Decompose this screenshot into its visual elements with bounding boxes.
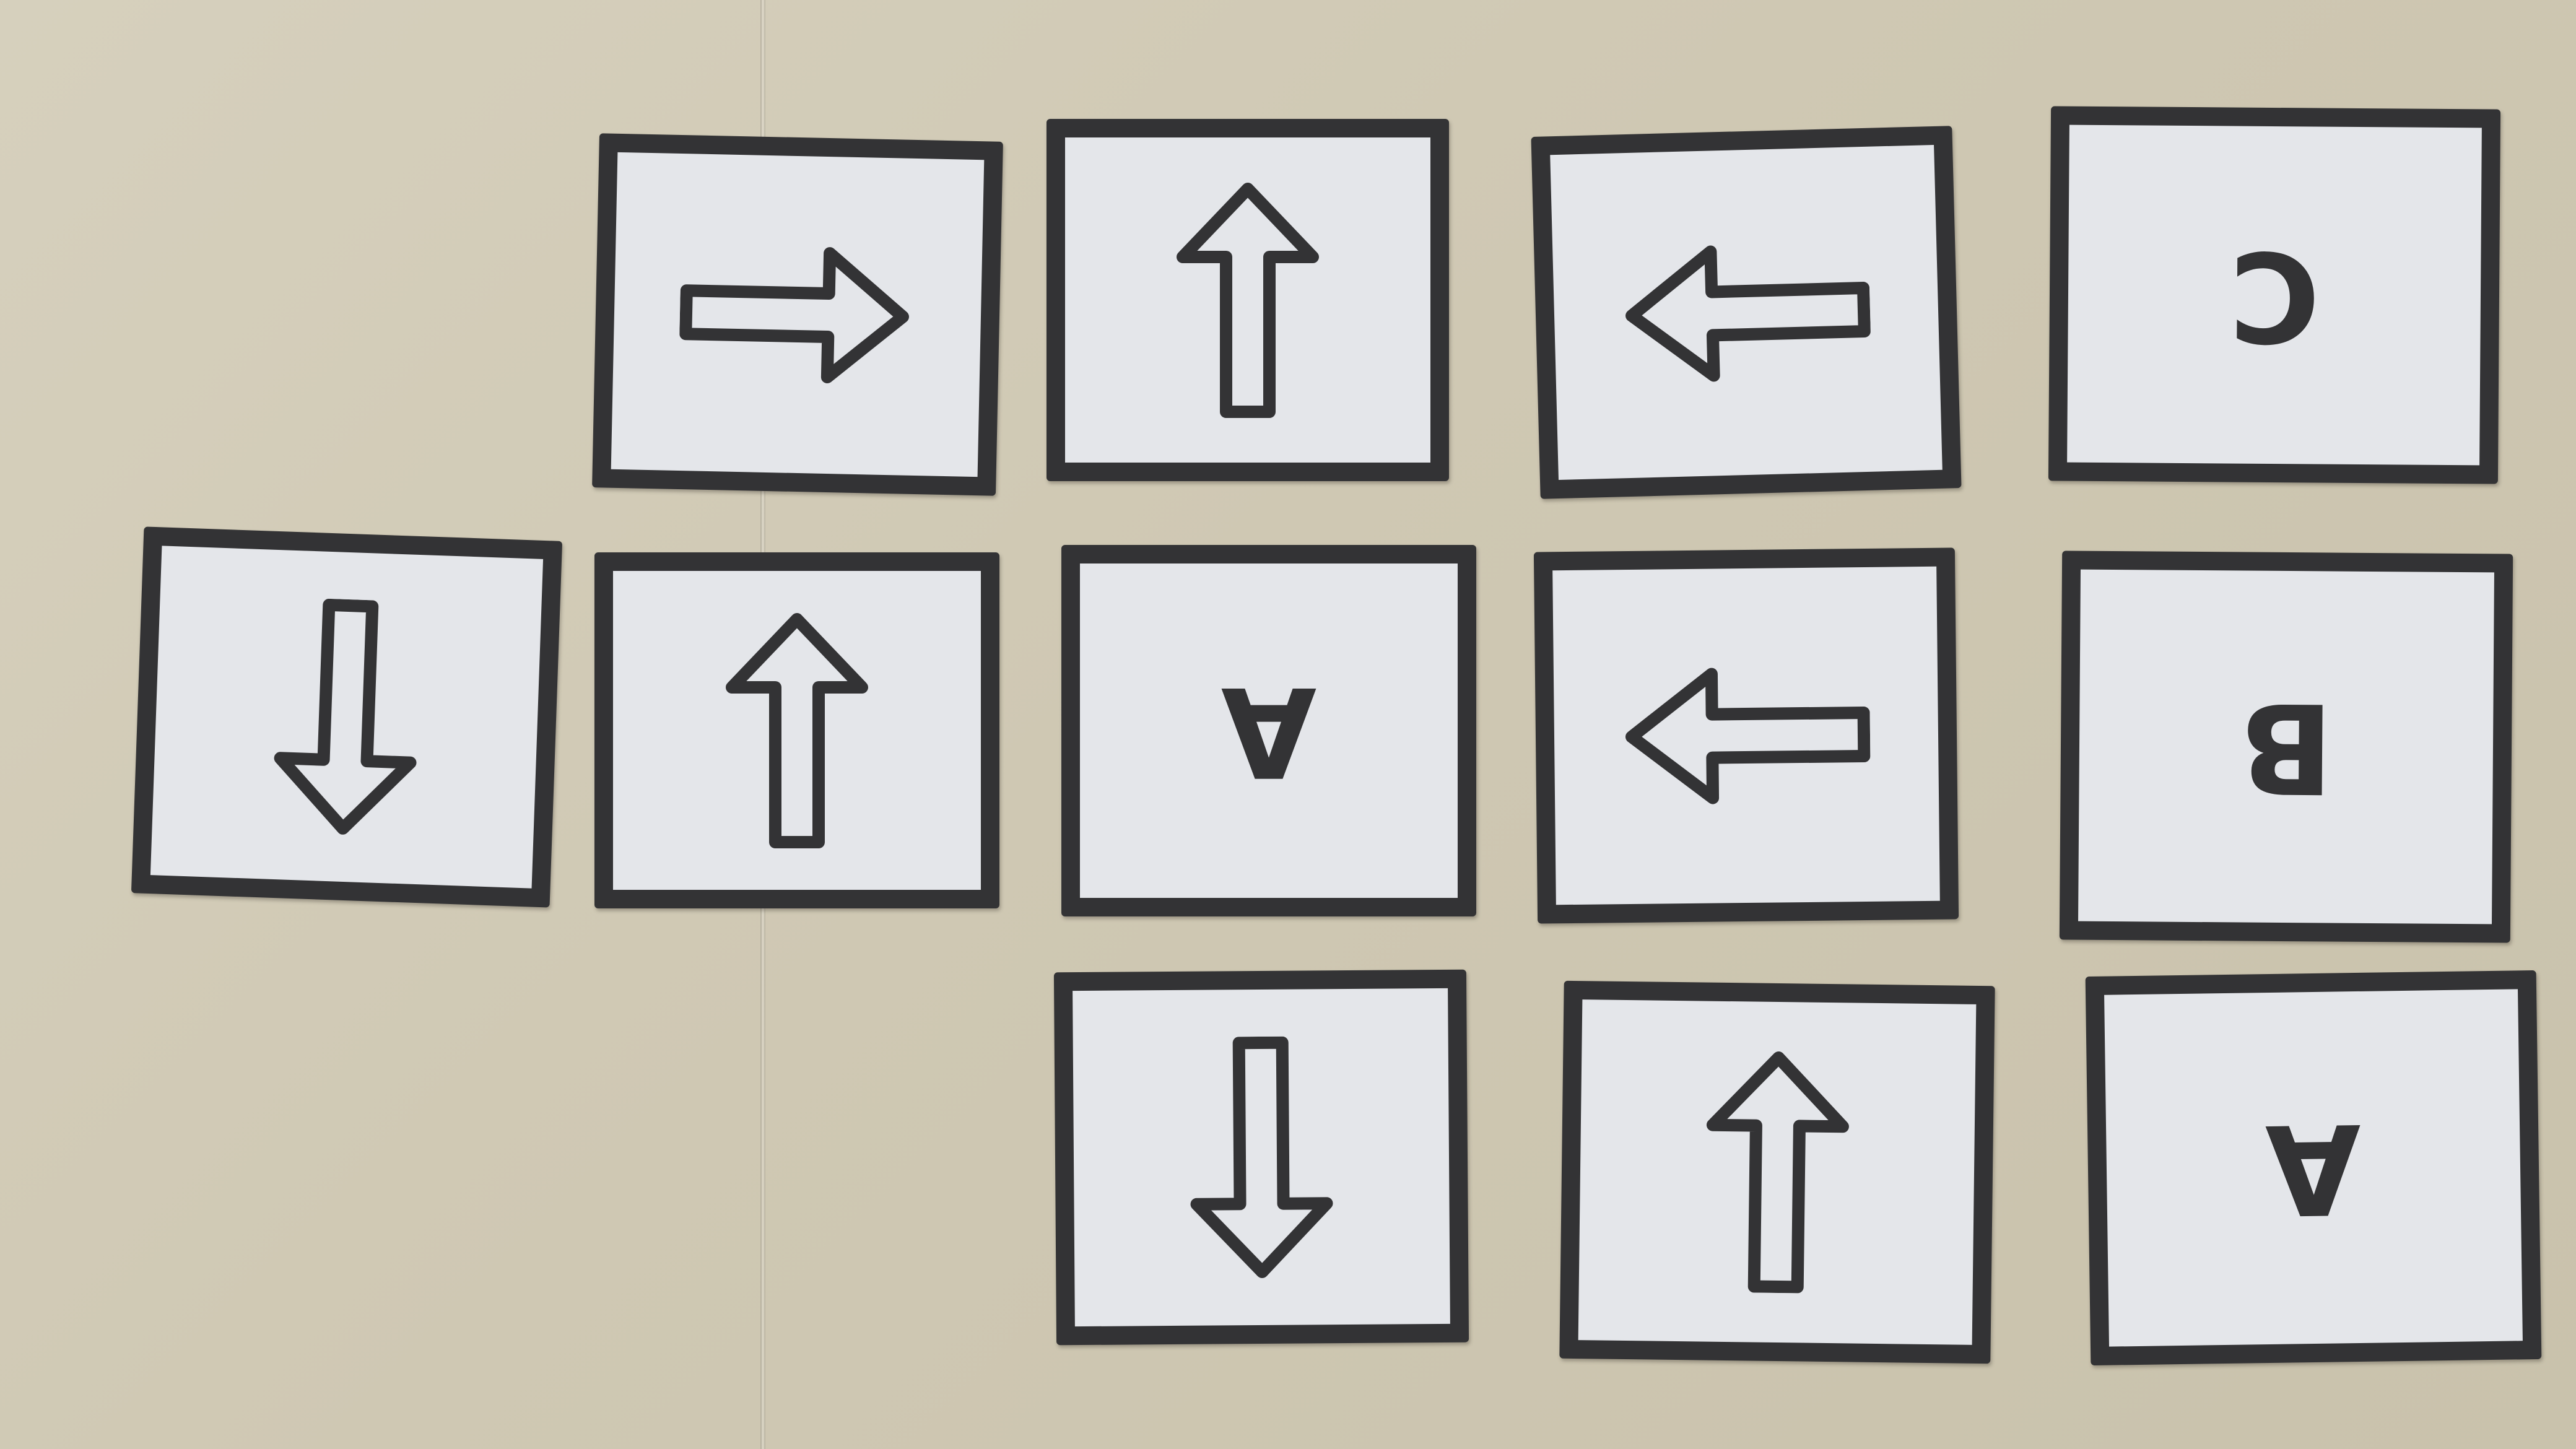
letter-a: A <box>2264 1095 2363 1242</box>
card-letter-c: C <box>2048 106 2501 484</box>
card-right-arrow <box>592 133 1003 496</box>
up-arrow-icon <box>1706 1051 1849 1294</box>
card-left-arrow-2 <box>1533 547 1959 924</box>
card-up-arrow-2 <box>594 552 999 908</box>
card-up-arrow-3 <box>1559 980 1995 1364</box>
letter-c: C <box>2228 222 2321 368</box>
card-letter-b: B <box>2059 550 2513 943</box>
letter-b: B <box>2238 674 2334 820</box>
card-down-arrow <box>131 526 563 908</box>
card-down-arrow-2 <box>1053 969 1469 1346</box>
card-up-arrow <box>1046 119 1449 481</box>
left-arrow-icon <box>1625 245 1871 381</box>
right-arrow-icon <box>679 247 909 384</box>
letter-a: A <box>1221 659 1317 803</box>
down-arrow-icon <box>274 598 417 835</box>
card-letter-a: A <box>1061 545 1476 916</box>
card-left-arrow <box>1531 126 1962 499</box>
card-letter-a-2: A <box>2085 970 2542 1366</box>
down-arrow-icon <box>1190 1036 1333 1278</box>
left-arrow-icon <box>1625 668 1871 804</box>
up-arrow-icon <box>726 612 868 848</box>
up-arrow-icon <box>1177 182 1319 418</box>
